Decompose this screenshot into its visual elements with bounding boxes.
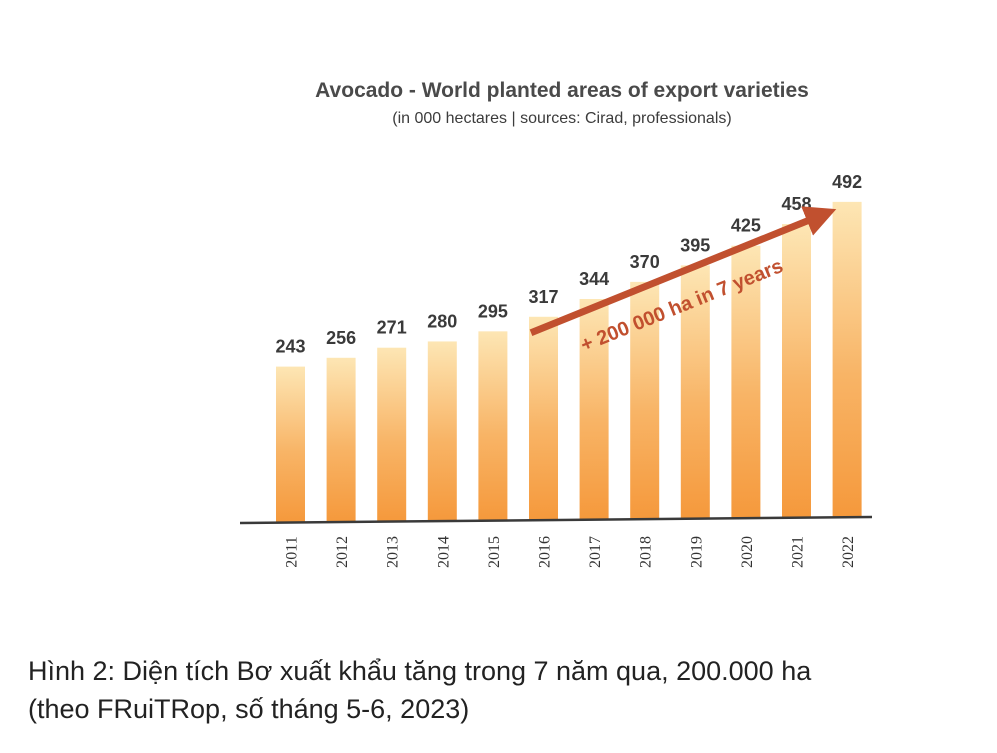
bar-2019 xyxy=(680,265,710,518)
x-tick-2017: 2017 xyxy=(587,536,604,568)
value-label-2021: 458 xyxy=(781,194,811,214)
bar-series xyxy=(276,201,862,522)
value-label-2013: 271 xyxy=(377,318,407,338)
bar-chart: Avocado - World planted areas of export … xyxy=(239,79,873,568)
value-label-2019: 395 xyxy=(680,235,710,255)
bar-2021 xyxy=(782,224,811,517)
value-labels: 243 256 271 280 295 317 344 370 395 425 458 492 xyxy=(275,172,862,357)
bar-2017 xyxy=(579,299,609,519)
caption-line-2: (theo FRuiTRop, số tháng 5-6, 2023) xyxy=(28,694,470,724)
value-label-2020: 425 xyxy=(731,216,761,236)
x-axis-line xyxy=(239,515,873,525)
x-tick-labels: 2011 2012 2013 2014 2015 2016 2017 2018 2019 2020… xyxy=(284,536,858,568)
bar-2016 xyxy=(529,316,558,520)
value-label-2016: 317 xyxy=(528,287,558,307)
x-tick-2018: 2018 xyxy=(638,536,655,568)
bar-2020 xyxy=(731,245,761,518)
value-label-2014: 280 xyxy=(427,311,457,331)
x-tick-2012: 2012 xyxy=(334,536,351,568)
bar-2011 xyxy=(276,366,305,522)
x-tick-2011: 2011 xyxy=(284,536,301,567)
bar-2012 xyxy=(326,357,356,522)
bar-2015 xyxy=(478,331,508,520)
x-tick-2014: 2014 xyxy=(435,536,452,568)
value-label-2022: 492 xyxy=(832,172,862,192)
trend-arrow xyxy=(529,206,837,337)
x-tick-2022: 2022 xyxy=(840,536,857,568)
bar-2022 xyxy=(832,201,862,517)
x-tick-2019: 2019 xyxy=(688,536,705,568)
chart-subtitle: (in 000 hectares | sources: Cirad, profe… xyxy=(392,110,731,127)
x-tick-2013: 2013 xyxy=(385,536,402,568)
x-tick-2021: 2021 xyxy=(790,536,807,568)
bar-2018 xyxy=(630,281,660,519)
x-tick-2016: 2016 xyxy=(537,536,554,568)
value-label-2018: 370 xyxy=(630,252,660,272)
figure-caption: Hình 2: Diện tích Bơ xuất khẩu tăng tron… xyxy=(28,652,968,728)
chart-title: Avocado - World planted areas of export … xyxy=(315,79,809,102)
value-label-2017: 344 xyxy=(579,269,609,289)
x-tick-2020: 2020 xyxy=(739,536,756,568)
value-label-2012: 256 xyxy=(326,328,356,348)
value-label-2011: 243 xyxy=(275,337,305,357)
value-label-2015: 295 xyxy=(478,301,508,321)
bar-2013 xyxy=(377,347,407,521)
caption-line-1: Hình 2: Diện tích Bơ xuất khẩu tăng tron… xyxy=(28,656,812,686)
x-tick-2015: 2015 xyxy=(486,536,503,568)
bar-2014 xyxy=(427,341,457,521)
